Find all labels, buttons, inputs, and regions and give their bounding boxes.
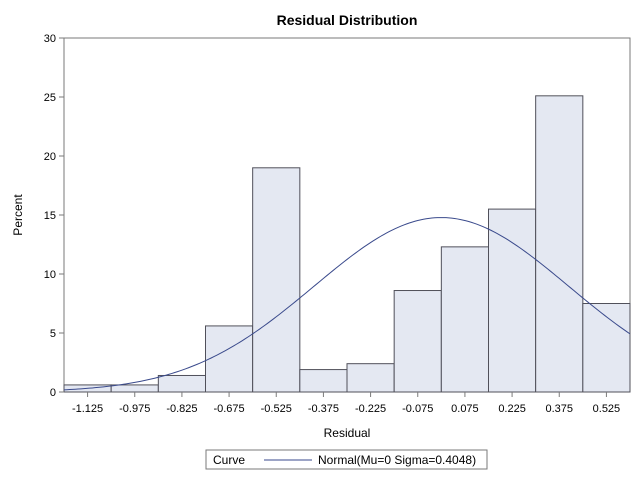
y-tick-label: 5: [50, 328, 56, 340]
x-tick-label: -0.975: [119, 403, 150, 415]
legend: Curve Normal(Mu=0 Sigma=0.4048): [205, 449, 488, 470]
x-tick-label: -0.675: [213, 403, 244, 415]
histogram-bar: [582, 303, 631, 393]
x-axis: -1.125 -0.975 -0.825 -0.675 -0.525 -0.375 -0.2…: [72, 392, 620, 415]
chart-title: Residual Distribution: [277, 12, 418, 28]
x-axis-label: Residual: [324, 426, 371, 440]
x-tick-label: -0.075: [402, 403, 433, 415]
y-tick-label: 20: [44, 151, 56, 163]
histogram-bar: [535, 95, 584, 393]
y-axis: 0 5 10 15 20 25 30: [44, 33, 64, 399]
histogram-bar: [110, 384, 159, 393]
y-axis-label: Percent: [11, 194, 25, 236]
legend-title: Curve: [213, 453, 245, 467]
histogram-bar: [488, 208, 537, 393]
histogram-bars: [63, 95, 631, 393]
y-tick-label: 25: [44, 92, 56, 104]
x-tick-label: 0.225: [498, 403, 526, 415]
x-tick-label: 0.375: [545, 403, 573, 415]
histogram-bar: [393, 290, 442, 393]
legend-box: [205, 449, 488, 470]
histogram-bar: [205, 325, 254, 393]
legend-entry-normal: Normal(Mu=0 Sigma=0.4048): [318, 453, 476, 467]
histogram-bar: [346, 363, 395, 393]
x-tick-label: -1.125: [72, 403, 103, 415]
normal-curve-line: [63, 217, 631, 391]
x-tick-label: 0.075: [451, 403, 479, 415]
y-tick-label: 10: [44, 269, 56, 281]
histogram-bar: [157, 374, 206, 393]
y-tick-label: 30: [44, 33, 56, 45]
histogram-bar: [252, 167, 301, 393]
y-tick-label: 0: [50, 387, 56, 399]
x-tick-label: -0.525: [261, 403, 292, 415]
x-tick-label: 0.525: [593, 403, 621, 415]
histogram-bar: [299, 369, 348, 393]
x-tick-label: -0.225: [355, 403, 386, 415]
y-tick-label: 15: [44, 210, 56, 222]
x-tick-label: -0.375: [308, 403, 339, 415]
x-tick-label: -0.825: [166, 403, 197, 415]
histogram-bar: [440, 246, 490, 393]
